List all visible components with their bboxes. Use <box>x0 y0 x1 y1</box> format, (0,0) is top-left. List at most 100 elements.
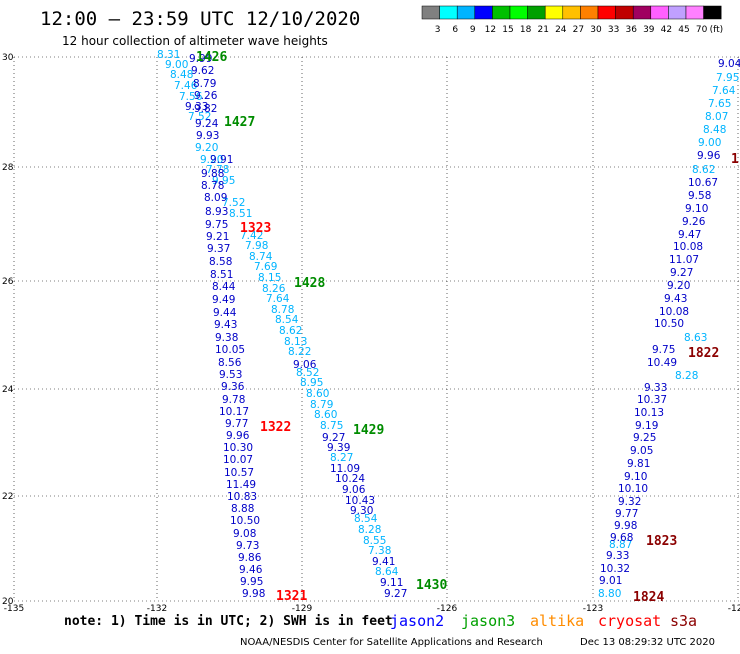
color-scale-label: 30 <box>590 25 602 35</box>
wave-height-value: 8.13 <box>284 336 307 348</box>
wave-height-value: 9.43 <box>214 319 237 331</box>
wave-height-value: 8.26 <box>262 283 286 295</box>
wave-height-value: 9.11 <box>380 577 403 589</box>
pass-number-label: 1426 <box>196 50 227 65</box>
wave-height-value: 7.46 <box>174 80 198 92</box>
pass-number-label: 1823 <box>646 534 677 549</box>
color-scale-label: 21 <box>537 25 548 35</box>
color-scale-legend: 3 6 9 12 15 18 21 24 27 30 33 36 39 42 45 70 (ft) <box>421 5 724 35</box>
wave-height-value: 9.04 <box>718 58 740 70</box>
pass-number-label: 1322 <box>260 420 291 435</box>
wave-height-value: 9.58 <box>688 190 711 202</box>
wave-height-value: 9.93 <box>196 130 219 142</box>
map-axes: -135 -132 -129 -126 -123 -120 30 28 26 24 22 20 <box>2 53 740 614</box>
wave-height-value: 7.42 <box>240 230 263 242</box>
wave-height-value: 9.43 <box>664 293 687 305</box>
wave-height-value: 9.24 <box>195 118 219 130</box>
wave-height-value: 10.10 <box>618 483 648 495</box>
color-scale-label: 18 <box>520 25 532 35</box>
color-scale-label: (ft) <box>710 25 724 35</box>
wave-height-value: 9.38 <box>215 332 238 344</box>
pass-number-label: 1429 <box>353 423 384 438</box>
wave-height-value: 9.25 <box>633 432 656 444</box>
wave-height-value: 8.78 <box>271 304 294 316</box>
wave-height-value: 9.78 <box>222 394 245 406</box>
wave-height-value: 9.95 <box>240 576 263 588</box>
wave-height-value: 9.00 <box>698 137 721 149</box>
footer-timestamp: Dec 13 08:29:32 UTC 2020 <box>580 637 715 648</box>
wave-height-value: 8.22 <box>288 346 311 358</box>
wave-height-value: 9.26 <box>194 90 218 102</box>
wave-height-value: 10.43 <box>345 495 375 507</box>
wave-height-value: 9.01 <box>599 575 622 587</box>
wave-height-value: 9.98 <box>614 520 637 532</box>
wave-height-value: 8.79 <box>193 78 216 90</box>
color-scale-label: 39 <box>643 25 655 35</box>
wave-height-value: 8.60 <box>314 409 337 421</box>
wave-height-value: 9.46 <box>239 564 263 576</box>
wave-height-value: 7.65 <box>708 98 731 110</box>
latitude-tick-label: 30 <box>2 53 14 63</box>
wave-height-value: 10.17 <box>219 406 249 418</box>
longitude-tick-label: -132 <box>147 604 167 614</box>
wave-height-value: 9.75 <box>652 344 675 356</box>
wave-height-value: 7.52 <box>188 111 211 123</box>
color-swatch <box>703 5 722 20</box>
wave-height-value: 11.09 <box>330 463 360 475</box>
wave-height-value: 8.28 <box>358 524 381 536</box>
wave-height-value: 10.13 <box>634 407 664 419</box>
wave-height-value: 9.20 <box>195 142 218 154</box>
color-scale-label: 70 <box>696 25 708 35</box>
wave-height-value: 9.75 <box>205 219 228 231</box>
wave-height-value: 9.27 <box>384 588 407 600</box>
wave-height-value: 8.64 <box>375 566 399 578</box>
wave-height-value: 9.33 <box>644 382 667 394</box>
wave-height-value: 9.08 <box>233 528 256 540</box>
color-swatch <box>580 5 599 20</box>
color-scale-label: 45 <box>678 25 689 35</box>
wave-height-value: 9.00 <box>165 59 188 71</box>
latitude-tick-label: 22 <box>2 492 13 502</box>
wave-height-value: 8.54 <box>354 513 378 525</box>
color-swatch <box>597 5 616 20</box>
pass-number-label: 1323 <box>240 221 271 236</box>
color-scale-label: 15 <box>502 25 513 35</box>
wave-height-value: 9.27 <box>670 267 693 279</box>
footer-note: note: 1) Time is in UTC; 2) SWH is in fe… <box>64 614 393 629</box>
wave-height-value: 7.78 <box>206 164 229 176</box>
color-scale-label: 36 <box>625 25 637 35</box>
color-scale-label: 3 <box>435 25 441 35</box>
wave-height-value: 10.50 <box>230 515 260 527</box>
wave-height-value: 9.91 <box>210 154 233 166</box>
wave-height-value: 10.49 <box>647 357 677 369</box>
wave-height-value: 10.30 <box>223 442 253 454</box>
wave-height-value: 10.08 <box>673 241 703 253</box>
wave-height-value: 9.77 <box>615 508 638 520</box>
wave-height-value: 9.27 <box>322 432 345 444</box>
wave-height-value: 7.56 <box>179 91 203 103</box>
wave-height-value: 9.10 <box>624 471 647 483</box>
wave-height-value: 7.98 <box>245 240 268 252</box>
wave-height-value: 9.32 <box>618 496 641 508</box>
wave-height-value: 10.32 <box>600 563 630 575</box>
wave-height-value: 9.62 <box>191 65 214 77</box>
wave-height-value: 9.98 <box>242 588 265 600</box>
wave-height-value: 8.88 <box>231 503 254 515</box>
wave-height-value: 9.44 <box>213 307 237 319</box>
color-swatch <box>650 5 669 20</box>
wave-height-value: 9.77 <box>225 418 248 430</box>
wave-height-value: 8.48 <box>703 124 726 136</box>
wave-height-value: 8.95 <box>300 377 323 389</box>
wave-height-value: 9.96 <box>226 430 250 442</box>
color-swatch <box>668 5 687 20</box>
pass-number-label: 1321 <box>276 589 307 604</box>
wave-height-value: 10.37 <box>637 394 667 406</box>
color-swatch <box>562 5 581 20</box>
altimeter-tracks: 8.319.008.487.467.567.529.209.207.789.95… <box>157 49 740 600</box>
wave-height-value: 9.30 <box>350 505 373 517</box>
longitude-tick-label: -123 <box>583 604 603 614</box>
wave-height-value: 11.49 <box>226 479 256 491</box>
wave-height-value: 10.50 <box>654 318 684 330</box>
wave-height-value: 8.55 <box>363 535 386 547</box>
